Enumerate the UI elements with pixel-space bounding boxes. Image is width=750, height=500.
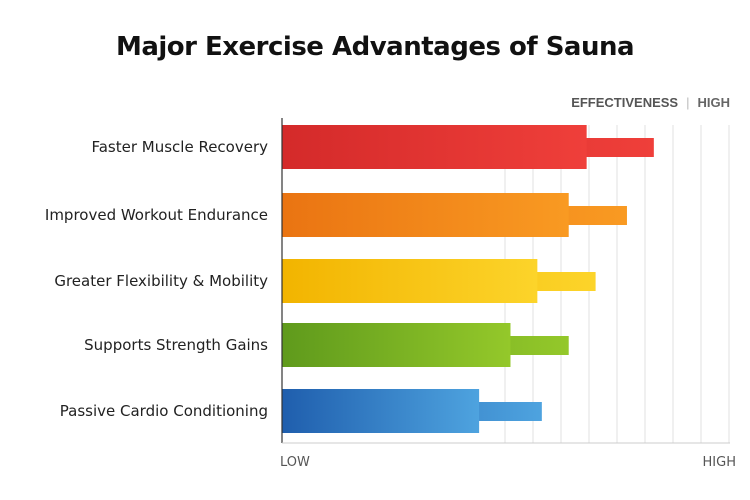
x-axis-low-label: LOW	[280, 455, 310, 470]
bar	[282, 389, 480, 433]
category-label: Supports Strength Gains	[84, 336, 268, 354]
category-label: Faster Muscle Recovery	[91, 138, 268, 156]
legend-high-label: HIGH	[697, 95, 731, 110]
legend: EFFECTIVENESS | HIGH	[571, 95, 730, 110]
bar	[282, 125, 587, 169]
x-axis-high-label: HIGH	[703, 455, 736, 470]
category-label: Improved Workout Endurance	[45, 206, 268, 224]
bar	[282, 323, 511, 367]
chart-title: Major Exercise Advantages of Sauna	[115, 32, 635, 62]
bar	[282, 259, 538, 303]
category-label: Passive Cardio Conditioning	[60, 402, 268, 420]
bar	[282, 193, 569, 237]
legend-separator: |	[686, 95, 690, 110]
legend-label: EFFECTIVENESS	[571, 95, 679, 110]
category-label: Greater Flexibility & Mobility	[54, 272, 268, 290]
